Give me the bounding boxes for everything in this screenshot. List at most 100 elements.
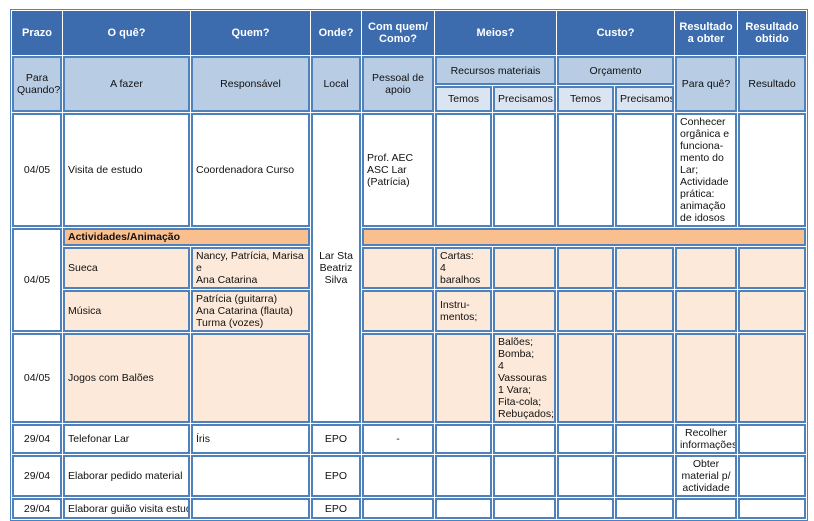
cell-musica-para-que (675, 290, 738, 332)
cell-musica-resultado (738, 290, 807, 332)
cell-sueca-pessoal-apoio (362, 247, 434, 289)
cell-visita-a-fazer: Visita de estudo (63, 113, 190, 227)
cell-guiao-a-fazer: Elaborar guião visita estudo (63, 498, 190, 519)
cell-visita-pessoal-apoio: Prof. AEC ASC Lar (Patrícia) (362, 113, 434, 227)
cell-guiao-local: EPO (311, 498, 361, 519)
cell-pedido-resultado (738, 455, 807, 497)
subheader-temos-rm: Temos (435, 86, 492, 112)
subheader-responsavel: Responsável (191, 56, 310, 112)
cell-jogos-para-que (675, 333, 738, 423)
subheader-temos-orc: Temos (557, 86, 614, 112)
row-elaborar-guiao: 29/04 Elaborar guião visita estudo EPO (12, 498, 807, 519)
cell-jogos-precisamos-orc (615, 333, 675, 423)
cell-local-lar-span: Lar Sta Beatriz Silva (311, 113, 361, 423)
cell-visita-precisamos-rm (493, 113, 556, 227)
row-musica: Música Patrícia (guitarra) Ana Catarina … (12, 290, 807, 332)
cell-sueca-temos-orc (557, 247, 614, 289)
cell-pedido-temos-orc (557, 455, 614, 497)
cell-telefonar-prazo: 29/04 (12, 424, 62, 454)
cell-guiao-para-que (675, 498, 738, 519)
cell-visita-responsavel: Coordenadora Curso (191, 113, 310, 227)
cell-guiao-resultado (738, 498, 807, 519)
cell-jogos-precisamos-rm: Balões; Bomba; 4 Vassouras 1 Vara; Fita-… (493, 333, 556, 423)
col-header-meios: Meios? (435, 11, 556, 55)
cell-musica-temos-orc (557, 290, 614, 332)
col-header-resultado-a-obter: Resultado a obter (675, 11, 738, 55)
cell-pedido-para-que: Obter material p/ actividade (675, 455, 738, 497)
cell-visita-para-que: Conhecer orgânica e funciona- mento do L… (675, 113, 738, 227)
cell-guiao-precisamos-rm (493, 498, 556, 519)
col-header-prazo: Prazo (12, 11, 62, 55)
col-header-resultado-obtido: Resultado obtido (738, 11, 807, 55)
cell-telefonar-responsavel: Íris (191, 424, 310, 454)
cell-guiao-precisamos-orc (615, 498, 675, 519)
cell-guiao-pessoal-apoio (362, 498, 434, 519)
cell-pedido-local: EPO (311, 455, 361, 497)
subheader-local: Local (311, 56, 361, 112)
cell-pedido-precisamos-orc (615, 455, 675, 497)
cell-telefonar-precisamos-orc (615, 424, 675, 454)
cell-telefonar-temos-rm (435, 424, 492, 454)
cell-telefonar-precisamos-rm (493, 424, 556, 454)
cell-telefonar-a-fazer: Telefonar Lar (63, 424, 190, 454)
cell-pedido-temos-rm (435, 455, 492, 497)
subheader-para-quando: Para Quando? (12, 56, 62, 112)
row-visita-de-estudo: 04/05 Visita de estudo Coordenadora Curs… (12, 113, 807, 423)
planning-table: Prazo O quê? Quem? Onde? Com quem/ Como?… (10, 9, 809, 521)
row-telefonar-lar: 29/04 Telefonar Lar Íris EPO - Recolher … (12, 424, 807, 454)
cell-musica-responsavel: Patrícia (guitarra) Ana Catarina (flauta… (191, 290, 310, 332)
header-row-2: Para Quando? A fazer Responsável Local P… (12, 56, 807, 112)
cell-musica-pessoal-apoio (362, 290, 434, 332)
subheader-a-fazer: A fazer (63, 56, 190, 112)
cell-musica-precisamos-orc (615, 290, 675, 332)
cell-pedido-pessoal-apoio (362, 455, 434, 497)
cell-jogos-pessoal-apoio (362, 333, 434, 423)
cell-telefonar-para-que: Recolher informações (675, 424, 738, 454)
cell-telefonar-local: EPO (311, 424, 361, 454)
cell-guiao-temos-rm (435, 498, 492, 519)
cell-sueca-precisamos-rm (493, 247, 556, 289)
cell-sueca-resultado (738, 247, 807, 289)
cell-sueca-a-fazer: Sueca (63, 247, 190, 289)
cell-telefonar-temos-orc (557, 424, 614, 454)
subheader-resultado: Resultado (738, 56, 807, 112)
cell-band-right (362, 228, 807, 246)
subheader-precisamos-orc: Precisamos (615, 86, 675, 112)
subheader-recursos-materiais: Recursos materiais (435, 56, 556, 85)
cell-guiao-temos-orc (557, 498, 614, 519)
cell-musica-temos-rm: Instru- mentos; (435, 290, 492, 332)
cell-jogos-prazo: 04/05 (12, 333, 62, 423)
cell-musica-a-fazer: Música (63, 290, 190, 332)
cell-band-prazo: 04/05 (12, 228, 62, 332)
cell-jogos-temos-orc (557, 333, 614, 423)
cell-visita-temos-rm (435, 113, 492, 227)
cell-pedido-precisamos-rm (493, 455, 556, 497)
cell-pedido-prazo: 29/04 (12, 455, 62, 497)
row-band-actividades: 04/05 Actividades/Animação (12, 228, 807, 332)
cell-telefonar-pessoal-apoio: - (362, 424, 434, 454)
header-row-3: Temos Precisamos Temos Precisamos (12, 86, 806, 112)
col-header-com-quem: Com quem/ Como? (362, 11, 434, 55)
subheader-para-que: Para quê? (675, 56, 738, 112)
cell-jogos-a-fazer: Jogos com Balões (63, 333, 190, 423)
subheader-precisamos-rm: Precisamos (493, 86, 556, 112)
cell-visita-precisamos-orc (615, 113, 675, 227)
subheader-pessoal-apoio: Pessoal de apoio (362, 56, 434, 112)
cell-band-label: Actividades/Animação (63, 228, 310, 246)
row-sueca: Sueca Nancy, Patrícia, Marisa e Ana Cata… (12, 247, 807, 289)
cell-jogos-temos-rm (435, 333, 492, 423)
cell-guiao-prazo: 29/04 (12, 498, 62, 519)
cell-pedido-responsavel (191, 455, 310, 497)
cell-sueca-responsavel: Nancy, Patrícia, Marisa e Ana Catarina (191, 247, 310, 289)
header-row-1: Prazo O quê? Quem? Onde? Com quem/ Como?… (12, 11, 807, 55)
col-header-o-que: O quê? (63, 11, 190, 55)
cell-sueca-para-que (675, 247, 738, 289)
col-header-onde: Onde? (311, 11, 361, 55)
cell-jogos-responsavel (191, 333, 310, 423)
subheader-orcamento: Orçamento (557, 56, 675, 85)
cell-telefonar-resultado (738, 424, 807, 454)
col-header-custo: Custo? (557, 11, 675, 55)
cell-sueca-temos-rm: Cartas: 4 baralhos (435, 247, 492, 289)
row-jogos-baloes: 04/05 Jogos com Balões Balões; Bomba; 4 … (12, 333, 807, 423)
cell-jogos-resultado (738, 333, 807, 423)
